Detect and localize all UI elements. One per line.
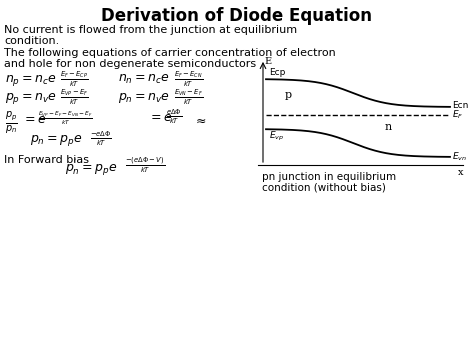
Text: x: x	[457, 168, 463, 177]
Text: $\frac{p_p}{p_n}$: $\frac{p_p}{p_n}$	[5, 111, 18, 136]
Text: $\frac{-e\Delta\Phi}{kT}$: $\frac{-e\Delta\Phi}{kT}$	[90, 130, 112, 148]
Text: $= e$: $= e$	[148, 111, 173, 124]
Text: In Forward bias: In Forward bias	[4, 155, 89, 165]
Text: Ecn: Ecn	[452, 102, 468, 110]
Text: $= e$: $= e$	[22, 113, 46, 126]
Text: E: E	[264, 57, 271, 66]
Text: p: p	[284, 90, 292, 100]
Text: $E_{vn}$: $E_{vn}$	[452, 151, 467, 163]
Text: The following equations of carrier concentration of electron: The following equations of carrier conce…	[4, 48, 336, 58]
Text: $n_p = n_c e$: $n_p = n_c e$	[5, 73, 56, 88]
Text: $p_n = n_v e$: $p_n = n_v e$	[118, 91, 170, 105]
Text: $\frac{E_{VP}-E_F}{kT}$: $\frac{E_{VP}-E_F}{kT}$	[60, 88, 88, 108]
Text: $p_p = n_v e$: $p_p = n_v e$	[5, 91, 57, 106]
Text: $\frac{E_{VN}-E_F}{kT}$: $\frac{E_{VN}-E_F}{kT}$	[174, 88, 203, 108]
Text: $\approx$: $\approx$	[193, 114, 207, 127]
Text: $n_n = n_c e$: $n_n = n_c e$	[118, 73, 169, 86]
Text: condition (without bias): condition (without bias)	[262, 182, 386, 192]
Text: n: n	[384, 122, 392, 132]
Text: $p_n^{'} = p_p e$: $p_n^{'} = p_p e$	[65, 158, 117, 178]
Text: pn junction in equilibrium: pn junction in equilibrium	[262, 172, 396, 182]
Text: $\frac{E_F-E_{CP}}{kT}$: $\frac{E_F-E_{CP}}{kT}$	[60, 70, 88, 89]
Text: $\frac{E_F-E_{CN}}{kT}$: $\frac{E_F-E_{CN}}{kT}$	[174, 70, 203, 89]
Text: Ecp: Ecp	[269, 68, 285, 77]
Text: $E_F$: $E_F$	[452, 109, 464, 121]
Text: $\frac{E_{VP}-E_F-E_{VN}-E_F}{kT}$: $\frac{E_{VP}-E_F-E_{VN}-E_F}{kT}$	[38, 110, 93, 127]
Text: Derivation of Diode Equation: Derivation of Diode Equation	[101, 7, 373, 25]
Text: $\frac{e\Delta\Phi}{kT}$: $\frac{e\Delta\Phi}{kT}$	[166, 108, 182, 126]
Text: and hole for non degenerate semiconductors: and hole for non degenerate semiconducto…	[4, 59, 256, 69]
Text: $\frac{-(e\Delta\Phi-V)}{kT}$: $\frac{-(e\Delta\Phi-V)}{kT}$	[125, 155, 165, 175]
Text: $p_n = p_p e$: $p_n = p_p e$	[30, 133, 82, 148]
Text: condition.: condition.	[4, 36, 59, 46]
Text: No current is flowed from the junction at equilibrium: No current is flowed from the junction a…	[4, 25, 297, 35]
Text: $E_{vp}$: $E_{vp}$	[269, 130, 284, 143]
